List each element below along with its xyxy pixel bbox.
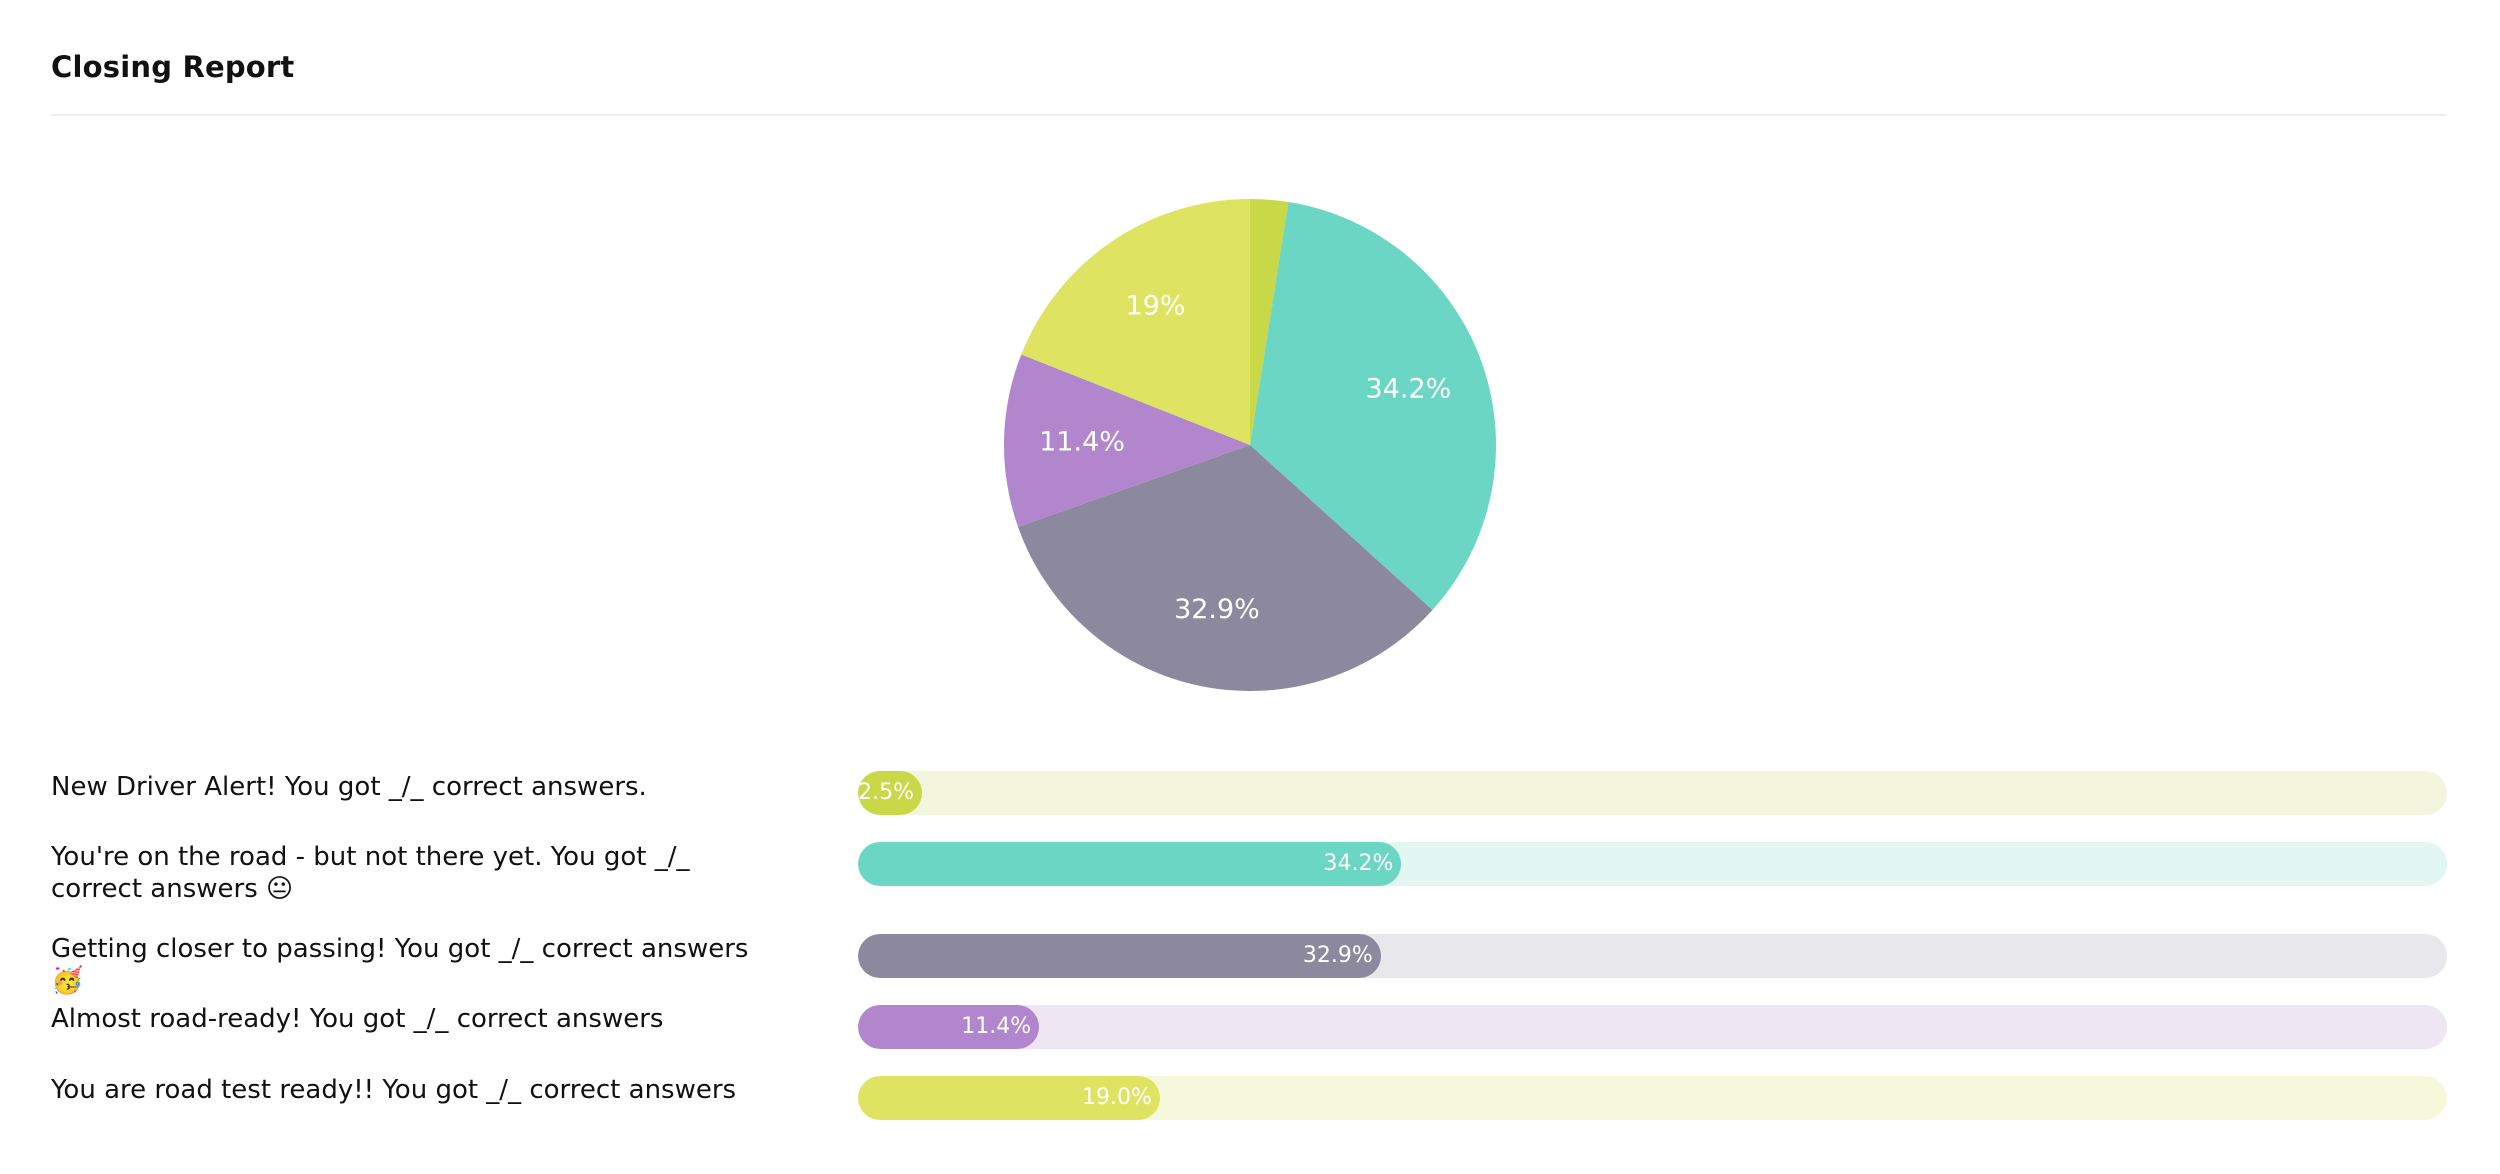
bar-track: 2.5% — [858, 771, 2447, 815]
bar-fill: 32.9% — [858, 934, 1381, 978]
pie-slice-label: 19% — [1126, 291, 1186, 322]
bar-value-label: 32.9% — [1302, 943, 1373, 968]
bar-fill: 34.2% — [858, 842, 1402, 886]
pie-slice-label: 11.4% — [1039, 426, 1125, 457]
bar-fill: 2.5% — [858, 771, 922, 815]
bar-track: 11.4% — [858, 1005, 2447, 1049]
bar-value-label: 19.0% — [1082, 1085, 1152, 1110]
row-label: You're on the road - but not there yet. … — [51, 842, 690, 904]
bar-track: 19.0% — [858, 1076, 2447, 1120]
report-title: Closing Report — [51, 50, 295, 84]
bar-fill: 11.4% — [858, 1005, 1040, 1049]
pie-slice-label: 34.2% — [1366, 374, 1452, 405]
row-label: You are road test ready!! You got _/_ co… — [51, 1075, 737, 1105]
pie-slice[interactable] — [1018, 445, 1433, 691]
bar-value-label: 11.4% — [961, 1014, 1032, 1039]
bar-fill: 19.0% — [858, 1076, 1160, 1120]
header-divider — [51, 114, 2447, 116]
bar-value-label: 34.2% — [1323, 851, 1394, 876]
row-label: New Driver Alert! You got _/_ correct an… — [51, 772, 647, 802]
row-label: Almost road-ready! You got _/_ correct a… — [51, 1004, 664, 1034]
bar-track: 32.9% — [858, 934, 2447, 978]
pie-slice-label: 32.9% — [1174, 594, 1260, 625]
row-label: Getting closer to passing! You got _/_ c… — [51, 934, 749, 996]
bar-track: 34.2% — [858, 842, 2447, 886]
pie-slice[interactable] — [1250, 202, 1496, 610]
bar-value-label: 2.5% — [858, 780, 914, 805]
pie-slice[interactable] — [1004, 354, 1250, 527]
pie-chart: 34.2% 32.9% 11.4% 19% — [1004, 198, 1496, 691]
pie-slice[interactable] — [1021, 198, 1250, 445]
pie-slice[interactable] — [1250, 199, 1289, 445]
